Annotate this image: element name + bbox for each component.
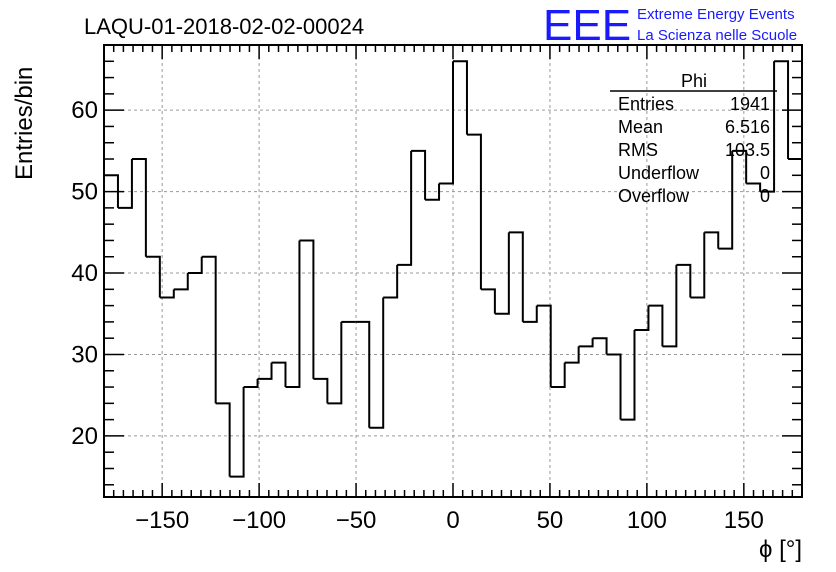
histogram-bin [634, 305, 650, 332]
histogram-bin [117, 159, 133, 209]
histogram-bin [620, 330, 636, 421]
histogram-bin [131, 158, 147, 257]
stats-row-label: Overflow [618, 186, 690, 206]
histogram-bin [299, 239, 315, 379]
histogram-bin [704, 231, 720, 249]
y-tick-label: 50 [71, 179, 98, 206]
logo-line-2: La Scienza nelle Scuole [637, 27, 797, 44]
stats-row-label: Underflow [618, 163, 700, 183]
y-tick-label: 20 [71, 423, 98, 450]
histogram-bin [480, 288, 496, 314]
histogram-bin [494, 232, 510, 315]
y-tick-label: 30 [71, 341, 98, 368]
histogram-bin [453, 60, 468, 135]
x-tick-label: 0 [446, 507, 459, 534]
y-axis-ticks: 20 30 40 50 60 [71, 44, 802, 486]
stats-row-value: 6.516 [725, 117, 770, 137]
histogram-bin [648, 304, 664, 347]
x-axis-ticks: −150 −100 −50 0 50 100 150 [112, 45, 794, 534]
histogram-bin [313, 377, 329, 404]
histogram-bin [215, 402, 231, 477]
y-tick-label: 60 [71, 97, 98, 124]
stats-row-value: 1941 [730, 94, 770, 114]
histogram-bin [690, 232, 706, 299]
x-tick-label: −100 [232, 507, 286, 534]
histogram-bin [187, 256, 203, 275]
histogram-bin [439, 61, 454, 185]
histogram-bin [760, 61, 776, 193]
logo-mark: EEE [543, 1, 631, 50]
histogram-bin [508, 231, 524, 322]
chart-title: LAQU-01-2018-02-02-00024 [84, 14, 364, 39]
logo-line-1: Extreme Energy Events [637, 6, 795, 23]
stats-row-value: 103.5 [725, 140, 770, 160]
histogram-bin [466, 133, 482, 290]
histogram-bin [425, 183, 441, 201]
histogram-bin [397, 150, 413, 266]
stats-row-value: 0 [760, 186, 770, 206]
x-tick-label: 150 [724, 507, 764, 534]
x-tick-label: 50 [537, 507, 564, 534]
stats-box: Phi Entries 1941 Mean 6.516 RMS 103.5 Underflo… [610, 71, 777, 206]
histogram-bin [355, 320, 371, 428]
histogram-bin [592, 337, 608, 355]
x-tick-label: 100 [627, 507, 667, 534]
stats-rows: Entries 1941 Mean 6.516 RMS 103.5 Underflow 0 Ov… [618, 94, 770, 206]
histogram-bin [229, 387, 245, 478]
histogram-bin [369, 297, 385, 429]
stats-row-value: 0 [760, 163, 770, 183]
stats-box-title: Phi [681, 71, 707, 91]
y-tick-label: 40 [71, 260, 98, 287]
x-tick-label: −50 [336, 507, 377, 534]
histogram-bin [662, 264, 678, 348]
x-tick-label: −150 [135, 507, 189, 534]
histogram-bin [774, 60, 790, 160]
eee-logo: EEE Extreme Energy Events La Scienza nel… [543, 1, 797, 50]
histogram-bin [159, 289, 175, 299]
histogram-bin [536, 304, 552, 388]
histogram-bin [145, 255, 161, 298]
histogram-bin [564, 346, 580, 364]
histogram-bin [383, 264, 399, 299]
histogram-bin [257, 362, 273, 380]
histogram-bin [718, 150, 734, 250]
histogram-bin [271, 361, 287, 388]
histogram-bin [732, 149, 748, 184]
histogram-bin [578, 338, 594, 348]
stats-row-label: Mean [618, 117, 663, 137]
histogram-bin [173, 273, 189, 291]
histogram-bin [285, 240, 301, 389]
stats-row-label: RMS [618, 140, 658, 160]
histogram-bin [746, 182, 762, 192]
histogram-bin [411, 149, 427, 200]
stats-row-label: Entries [618, 94, 674, 114]
histogram-bin [606, 353, 622, 420]
histogram-bin [550, 362, 566, 389]
histogram-bin [676, 263, 692, 298]
histogram-bin [201, 255, 217, 404]
x-axis-label: ϕ [°] [759, 536, 802, 563]
histogram-bin [243, 378, 259, 389]
histogram-bin [522, 305, 538, 323]
histogram-bin [327, 321, 343, 405]
y-axis-label: Entries/bin [11, 67, 38, 180]
